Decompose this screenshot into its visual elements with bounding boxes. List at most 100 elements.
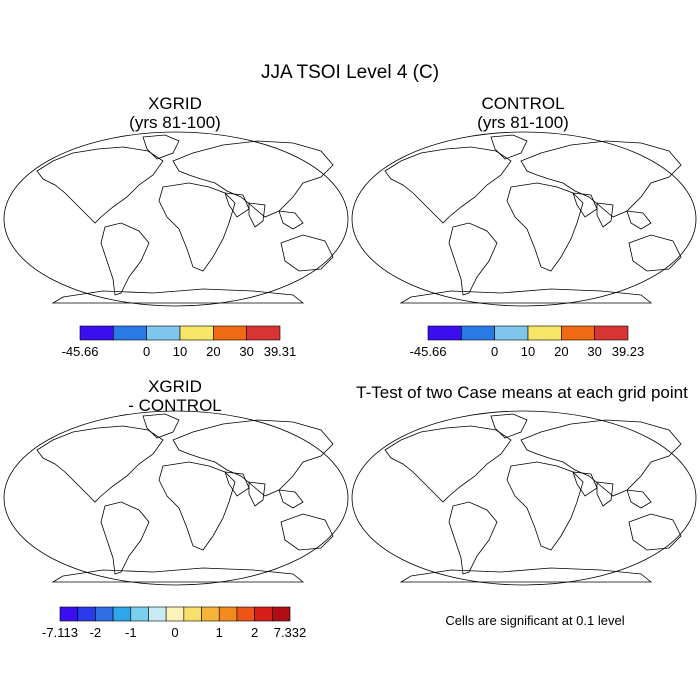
- coastline-australia: [280, 234, 334, 272]
- colorbar-label: 39.23: [612, 344, 645, 359]
- colorbar-box: [77, 606, 96, 622]
- colorbar-label: 2: [251, 625, 258, 640]
- coastline-seAsia: [626, 210, 652, 230]
- coastline-australia: [628, 234, 682, 272]
- colorbar-box: [218, 606, 238, 622]
- colorbar-label: -45.66: [410, 344, 447, 359]
- coastline-australia: [280, 513, 334, 551]
- panel-title-ttest: T-Test of two Case means at each grid po…: [356, 383, 688, 402]
- coastline-northAmerica: [36, 146, 164, 224]
- colorbar-box: [236, 606, 255, 622]
- map-control: [351, 131, 697, 307]
- colorbar-label: 0: [143, 344, 150, 359]
- coastline-southAmerica: [100, 222, 150, 296]
- coastline-africa: [506, 461, 584, 551]
- coastline-arabia: [224, 192, 250, 218]
- coastline-seAsia: [278, 489, 304, 509]
- colorbar-label: -7.113: [42, 625, 78, 640]
- colorbar-box: [561, 325, 595, 341]
- colorbar-box: [272, 606, 291, 622]
- coastline-greenland: [142, 413, 180, 439]
- coastline-northAmerica: [384, 146, 512, 224]
- coastline-africa: [158, 461, 236, 551]
- colorbar-box: [213, 325, 247, 341]
- coastline-seAsia: [626, 489, 652, 509]
- coastline-africa: [506, 182, 584, 272]
- colorbar-box: [494, 325, 529, 341]
- coastline-australia: [628, 513, 682, 551]
- colorbar-control: -45.66 0 10 20 30 39.23: [410, 325, 645, 359]
- coastline-eurasia: [172, 419, 334, 497]
- coastline-seAsia: [278, 210, 304, 230]
- map-frame: [351, 131, 697, 307]
- colorbar-xgrid: -45.66 0 10 20 30 39.31: [62, 325, 297, 359]
- colorbar-box: [112, 606, 132, 622]
- coastline-arabia: [224, 471, 250, 497]
- panel-title-xgrid: XGRID (yrs 81-100): [30, 94, 320, 132]
- colorbar-box: [254, 606, 273, 622]
- map-frame: [3, 410, 349, 586]
- coastline-india: [248, 481, 266, 507]
- colorbar-box: [594, 325, 629, 341]
- coastline-southAmerica: [100, 501, 150, 575]
- colorbar-label: -2: [90, 625, 102, 640]
- colorbar-label: -45.66: [62, 344, 99, 359]
- panel-title-line2: (yrs 81-100): [129, 113, 221, 132]
- colorbar-box: [148, 606, 167, 622]
- colorbar-label: 1: [216, 625, 223, 640]
- panel-title-diff: XGRID - CONTROL: [30, 377, 320, 415]
- figure-title: JJA TSOI Level 4 (C): [260, 62, 440, 83]
- coastline-antarctica: [51, 567, 305, 583]
- panel-title-line2: (yrs 81-100): [477, 113, 569, 132]
- coastline-northAmerica: [36, 425, 164, 503]
- coastline-eurasia: [520, 140, 682, 218]
- colorbar-label: 10: [173, 344, 187, 359]
- colorbar-label: 7.332: [274, 625, 307, 640]
- coastline-arabia: [572, 471, 598, 497]
- coastline-southAmerica: [448, 222, 498, 296]
- colorbar-diff: -7.113 -2 -1 0 1 2 7.332: [42, 606, 307, 640]
- coastline-greenland: [490, 134, 528, 160]
- map-frame: [3, 131, 349, 307]
- colorbar-box: [246, 325, 281, 341]
- colorbar-label: 0: [491, 344, 498, 359]
- colorbar-box: [179, 325, 214, 341]
- colorbar-label: 39.31: [264, 344, 297, 359]
- colorbar-label: 20: [554, 344, 568, 359]
- colorbar-label: 0: [171, 625, 178, 640]
- coastline-india: [596, 481, 614, 507]
- colorbar-box: [95, 606, 114, 622]
- coastline-eurasia: [172, 140, 334, 218]
- colorbar-box: [165, 606, 185, 622]
- coastline-india: [596, 202, 614, 228]
- colorbar-box: [427, 325, 462, 341]
- map-diff: [3, 410, 349, 586]
- coastline-eurasia: [520, 419, 682, 497]
- panel-title-line1: CONTROL: [481, 94, 565, 113]
- coastline-india: [248, 202, 266, 228]
- map-frame: [351, 410, 697, 586]
- coastline-southAmerica: [448, 501, 498, 575]
- colorbar-box: [59, 606, 78, 622]
- colorbar-box: [201, 606, 220, 622]
- colorbar-box: [527, 325, 562, 341]
- colorbar-box: [79, 325, 114, 341]
- colorbar-label: -1: [125, 625, 137, 640]
- colorbar-box: [183, 606, 202, 622]
- coastline-antarctica: [399, 288, 653, 304]
- colorbar-box: [113, 325, 147, 341]
- panel-title-line1: XGRID: [148, 94, 202, 113]
- colorbar-box: [146, 325, 181, 341]
- panel-title-control: CONTROL (yrs 81-100): [378, 94, 668, 132]
- coastline-arabia: [572, 192, 598, 218]
- map-ttest: [351, 410, 697, 586]
- panel-title-line2: - CONTROL: [128, 396, 222, 415]
- colorbar-label: 10: [521, 344, 535, 359]
- panel-title-line1: XGRID: [148, 377, 202, 396]
- coastline-antarctica: [51, 288, 305, 304]
- significance-note: Cells are significant at 0.1 level: [445, 613, 625, 628]
- coastline-antarctica: [399, 567, 653, 583]
- colorbar-label: 20: [206, 344, 220, 359]
- colorbar-label: 30: [239, 344, 253, 359]
- colorbar-box: [130, 606, 149, 622]
